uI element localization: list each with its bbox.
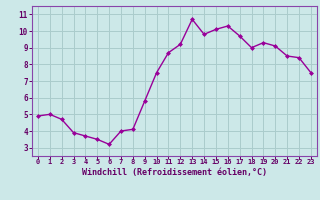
X-axis label: Windchill (Refroidissement éolien,°C): Windchill (Refroidissement éolien,°C) bbox=[82, 168, 267, 177]
